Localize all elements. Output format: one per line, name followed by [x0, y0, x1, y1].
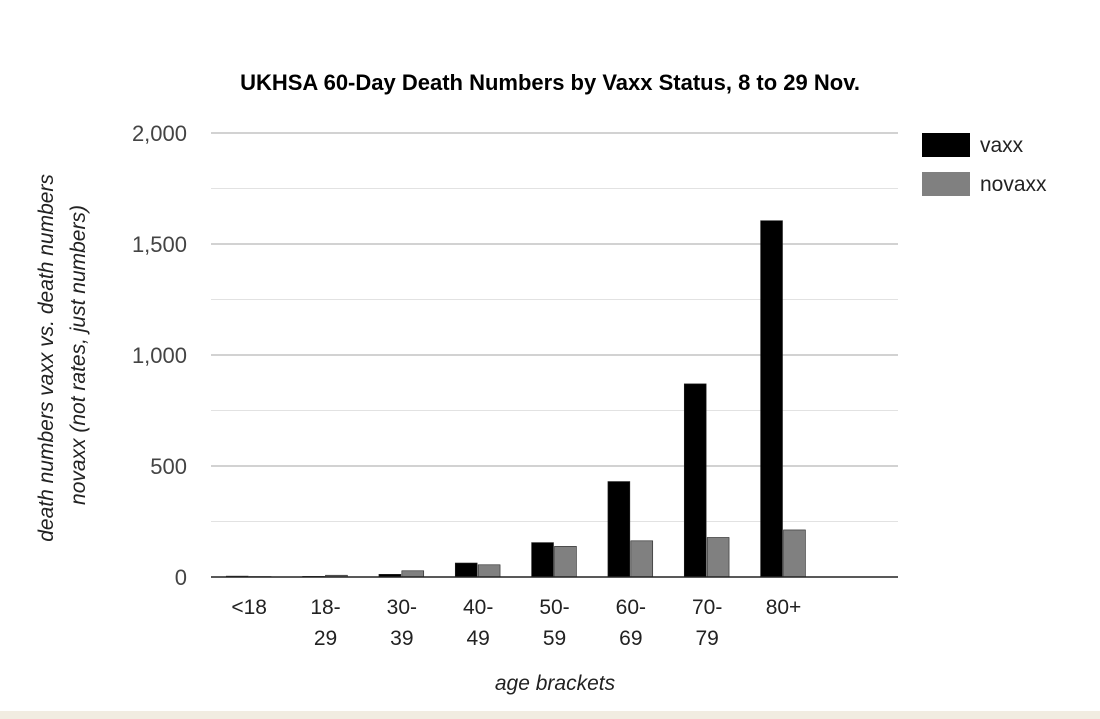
legend-label-vaxx: vaxx: [980, 134, 1024, 157]
bar-vaxx: [607, 481, 631, 578]
x-tick-label: 40-: [463, 596, 493, 619]
x-tick-label: 70-: [692, 596, 722, 619]
x-tick-label: 39: [390, 627, 413, 650]
x-tick-label: 29: [314, 627, 337, 650]
x-tick-label: 49: [466, 627, 489, 650]
bar-novaxx: [477, 564, 501, 578]
x-tick-label: 59: [543, 627, 566, 650]
x-axis-ticks: <18 18- 29 30- 39 40- 49 50- 59 60- 69 70- 79 80+: [231, 596, 801, 650]
bar-vaxx: [454, 562, 478, 578]
y-tick-label: 2,000: [132, 121, 187, 146]
bar-novaxx: [630, 540, 654, 578]
y-axis-label: death numbers vaxx vs. death numbers nov…: [35, 168, 90, 542]
bar-vaxx: [683, 383, 707, 578]
y-axis-label-line-2: novaxx (not rates, just numbers): [67, 205, 90, 505]
bar-vaxx: [531, 542, 554, 578]
x-tick-label: 18-: [310, 596, 340, 619]
bar-vaxx: [760, 220, 783, 578]
x-tick-label: 80+: [766, 596, 802, 619]
y-tick-label: 1,500: [132, 232, 187, 257]
bar-novaxx: [783, 529, 806, 578]
x-tick-label: 50-: [539, 596, 569, 619]
x-tick-label: 60-: [616, 596, 646, 619]
legend-label-novaxx: novaxx: [980, 173, 1047, 196]
chart-title: UKHSA 60-Day Death Numbers by Vaxx Statu…: [240, 70, 860, 95]
y-axis-ticks: 0 500 1,000 1,500 2,000: [132, 121, 187, 590]
gridlines: [211, 132, 898, 522]
bottom-strip: [0, 711, 1100, 719]
y-tick-label: 500: [150, 454, 187, 479]
x-axis-label: age brackets: [495, 672, 616, 695]
y-axis-label-line-1: death numbers vaxx vs. death numbers: [35, 174, 58, 542]
y-tick-label: 0: [175, 565, 187, 590]
x-tick-label: <18: [231, 596, 267, 619]
bar-novaxx: [706, 537, 730, 578]
x-tick-label: 69: [619, 627, 642, 650]
y-tick-label: 1,000: [132, 343, 187, 368]
bar-novaxx: [401, 570, 425, 578]
x-tick-label: 79: [695, 627, 718, 650]
bars: [225, 220, 806, 578]
legend-swatch-vaxx: [922, 133, 970, 157]
bar-novaxx: [554, 546, 577, 578]
legend: vaxx novaxx: [922, 133, 1047, 196]
legend-swatch-novaxx: [922, 172, 970, 196]
x-tick-label: 30-: [387, 596, 417, 619]
